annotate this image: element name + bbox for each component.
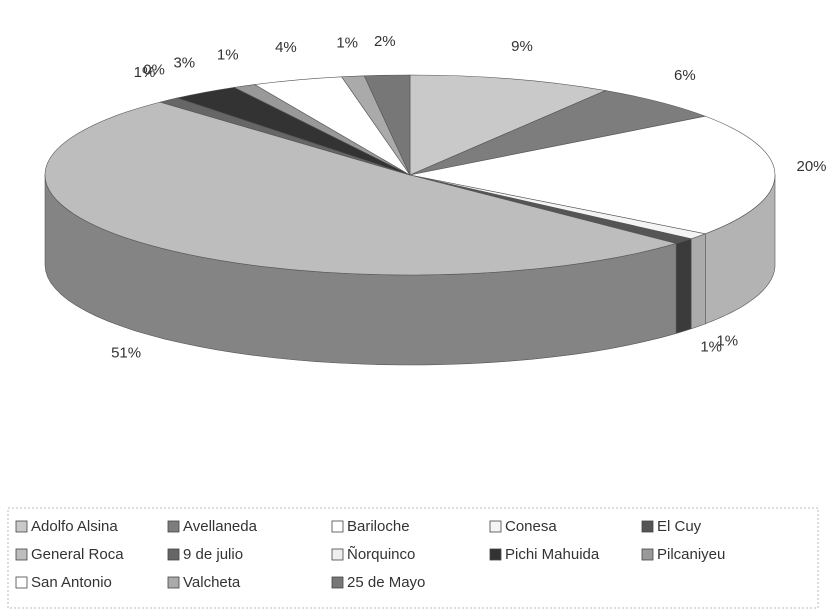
legend-label: Ñorquinco	[347, 546, 415, 563]
legend-label: Valcheta	[183, 574, 241, 591]
data-label: 1%	[716, 333, 738, 350]
data-label: 3%	[173, 55, 195, 72]
legend-box	[7, 507, 819, 609]
legend-swatch	[167, 548, 180, 561]
legend-label: Bariloche	[347, 518, 410, 535]
legend-swatch	[15, 548, 28, 561]
legend-label: Pilcaniyeu	[657, 546, 725, 563]
data-label: 0%	[143, 62, 165, 79]
legend-swatch	[167, 576, 180, 589]
legend-swatch	[489, 548, 502, 561]
data-label: 1%	[700, 339, 722, 356]
data-label: 1%	[134, 64, 156, 81]
slice	[409, 74, 607, 176]
data-label: 1%	[336, 35, 358, 52]
legend-swatch	[641, 548, 654, 561]
legend-label: Avellaneda	[183, 518, 258, 535]
data-label: 20%	[796, 158, 826, 175]
data-label: 2%	[374, 33, 396, 50]
legend-swatch	[167, 520, 180, 533]
data-label: 1%	[217, 47, 239, 64]
legend-swatch	[15, 520, 28, 533]
legend-label: Adolfo Alsina	[31, 518, 118, 535]
legend-label: 9 de julio	[183, 546, 243, 563]
slice	[409, 90, 707, 176]
data-label: 6%	[674, 67, 696, 84]
legend-label: General Roca	[31, 546, 124, 563]
data-label: 9%	[511, 38, 533, 55]
legend-label: San Antonio	[31, 574, 112, 591]
slice-side	[675, 238, 692, 334]
slice	[409, 115, 776, 235]
data-label: 51%	[111, 344, 141, 361]
legend-swatch	[15, 576, 28, 589]
data-label: 4%	[275, 39, 297, 56]
legend-swatch	[331, 576, 344, 589]
legend-label: 25 de Mayo	[347, 574, 425, 591]
legend-swatch	[331, 520, 344, 533]
slice	[44, 101, 678, 276]
legend-label: Conesa	[505, 518, 557, 535]
slice	[363, 74, 411, 176]
slice-side	[690, 233, 706, 330]
legend-swatch	[489, 520, 502, 533]
legend-label: El Cuy	[657, 518, 702, 535]
legend-swatch	[331, 548, 344, 561]
legend-label: Pichi Mahuida	[505, 546, 600, 563]
legend-swatch	[641, 520, 654, 533]
